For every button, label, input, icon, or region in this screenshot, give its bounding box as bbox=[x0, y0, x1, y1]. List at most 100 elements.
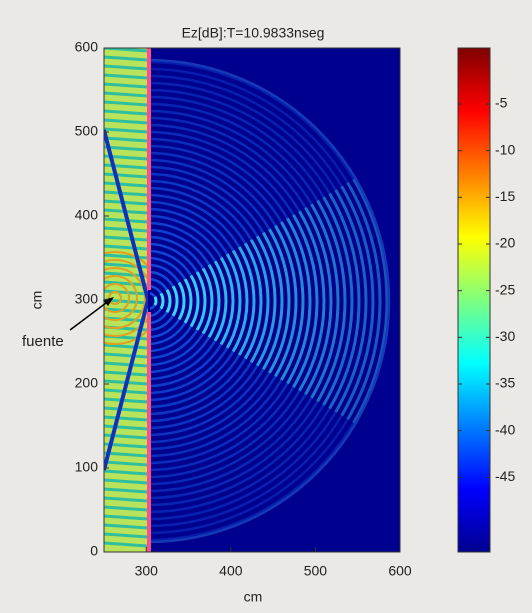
ring bbox=[104, 267, 146, 329]
wavefront bbox=[150, 140, 333, 462]
stripe bbox=[104, 487, 148, 494]
wavefront bbox=[150, 249, 200, 353]
wavefront bbox=[150, 140, 361, 462]
stripe bbox=[104, 55, 148, 62]
stripe bbox=[104, 532, 148, 539]
colorbar-tick-label: -20 bbox=[495, 235, 515, 251]
stripe bbox=[104, 541, 148, 548]
stripe bbox=[104, 343, 148, 350]
stripe bbox=[104, 190, 148, 197]
wavefront bbox=[150, 284, 165, 318]
stripe bbox=[104, 361, 148, 368]
ring bbox=[104, 251, 148, 345]
ring bbox=[104, 259, 148, 337]
wavefront bbox=[150, 207, 242, 395]
stripe bbox=[104, 235, 148, 242]
wavefront bbox=[150, 200, 249, 402]
colorbar-tick-label: -35 bbox=[495, 375, 515, 391]
stripe bbox=[104, 460, 148, 467]
wavefront bbox=[150, 158, 291, 444]
wavefront bbox=[150, 140, 375, 462]
stripe bbox=[104, 307, 148, 314]
colorbar-tick-label: -15 bbox=[495, 188, 515, 204]
stripe bbox=[104, 280, 148, 287]
colorbar-tick-label: -25 bbox=[495, 281, 515, 297]
stripe bbox=[104, 370, 148, 377]
chart-title: Ez[dB]:T=10.9833nseg bbox=[182, 25, 325, 41]
wavefront bbox=[150, 140, 312, 462]
wavefront bbox=[150, 140, 354, 462]
x-tick-label: 500 bbox=[304, 563, 328, 579]
x-tick-label: 300 bbox=[135, 563, 159, 579]
stripe bbox=[104, 109, 148, 116]
stripe bbox=[104, 145, 148, 152]
stripe bbox=[104, 199, 148, 206]
x-tick-label: 400 bbox=[219, 563, 243, 579]
y-tick-label: 600 bbox=[75, 39, 99, 55]
y-tick-label: 500 bbox=[75, 123, 99, 139]
stripe bbox=[104, 172, 148, 179]
stripe bbox=[104, 415, 148, 422]
wavefront bbox=[150, 214, 235, 388]
wavefront bbox=[150, 270, 179, 332]
wavefront bbox=[150, 140, 368, 462]
stripe bbox=[104, 289, 148, 296]
outer-front bbox=[150, 58, 391, 544]
wavefront bbox=[150, 256, 193, 346]
stripe bbox=[104, 505, 148, 512]
colorbar-tick-label: -30 bbox=[495, 328, 515, 344]
stripe bbox=[104, 253, 148, 260]
wavefront bbox=[150, 165, 284, 437]
arrow-head bbox=[103, 297, 114, 306]
wavefront bbox=[150, 140, 326, 462]
stripe bbox=[104, 73, 148, 80]
field-image bbox=[103, 47, 401, 553]
x-axis-label: cm bbox=[244, 589, 263, 605]
stripe bbox=[104, 424, 148, 431]
annotation: fuente bbox=[22, 333, 64, 350]
y-tick-label: 200 bbox=[75, 375, 99, 391]
wavefront bbox=[150, 291, 158, 311]
stripe bbox=[104, 118, 148, 125]
stripe bbox=[104, 91, 148, 98]
beam bbox=[150, 140, 389, 462]
stripe bbox=[104, 82, 148, 89]
stripe bbox=[104, 469, 148, 476]
ring bbox=[104, 275, 138, 321]
stripe bbox=[104, 226, 148, 233]
x-tick-label: 600 bbox=[388, 563, 412, 579]
wavefront bbox=[150, 193, 256, 409]
node-line bbox=[104, 129, 148, 471]
y-tick-label: 300 bbox=[75, 291, 99, 307]
colorbar-tick-label: -45 bbox=[495, 468, 515, 484]
colorbar-tick-label: -5 bbox=[495, 95, 508, 111]
wavefront bbox=[150, 242, 207, 360]
wavefront bbox=[150, 221, 228, 381]
ring bbox=[108, 291, 122, 305]
wavefront bbox=[150, 263, 186, 339]
wavefront bbox=[150, 186, 263, 416]
stripe bbox=[104, 478, 148, 485]
y-tick-label: 100 bbox=[75, 459, 99, 475]
wavefront bbox=[150, 228, 221, 374]
stripe bbox=[104, 451, 148, 458]
stripe bbox=[104, 496, 148, 503]
annotation-arrow bbox=[69, 299, 111, 331]
colorbar bbox=[457, 47, 491, 553]
stripe bbox=[104, 352, 148, 359]
stripe bbox=[104, 397, 148, 404]
y-axis-label: cm bbox=[29, 291, 45, 310]
wavefront bbox=[150, 151, 298, 451]
stripe bbox=[104, 100, 148, 107]
source-region bbox=[104, 48, 148, 552]
wavefront bbox=[150, 172, 277, 430]
colorbar-tick-label: -10 bbox=[495, 141, 515, 157]
y-tick-label: 400 bbox=[75, 207, 99, 223]
stripe bbox=[104, 136, 148, 143]
stripe bbox=[104, 244, 148, 251]
wave-region bbox=[150, 58, 391, 544]
wavefront bbox=[150, 140, 389, 462]
wavefront bbox=[150, 140, 319, 462]
